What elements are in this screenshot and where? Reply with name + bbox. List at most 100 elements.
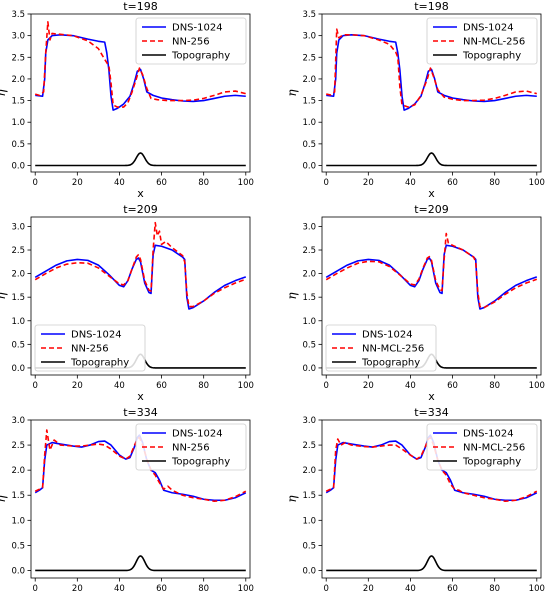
- x-tick-label: 60: [447, 584, 458, 594]
- x-tick-label: 80: [489, 584, 500, 594]
- x-tick-label: 20: [72, 584, 83, 594]
- series-line-topography: [326, 152, 537, 167]
- legend-box: [135, 423, 247, 471]
- y-axis-label: η: [285, 89, 299, 97]
- legend-label: NN-MCL-256: [362, 344, 424, 355]
- y-tick-label: 0.5: [302, 340, 316, 350]
- y-tick-label: 0.5: [11, 140, 25, 150]
- y-tick-label: 3.0: [302, 32, 316, 42]
- legend-label: DNS-1024: [463, 23, 514, 34]
- y-tick-label: 0.0: [302, 566, 316, 576]
- y-tick-label: 1.0: [11, 118, 25, 128]
- series-line-dns-1024: [326, 33, 537, 111]
- x-axis-label: x: [428, 593, 435, 597]
- y-tick-label: 0.5: [302, 140, 316, 150]
- x-tick-label: 20: [363, 381, 374, 391]
- chart-title: t=209: [123, 203, 158, 216]
- series-line-nn-256: [34, 20, 246, 108]
- legend-label: Topography: [361, 358, 420, 369]
- legend-label: NN-256: [71, 344, 109, 355]
- chart-title: t=334: [414, 406, 449, 419]
- legend-label: Topography: [171, 457, 230, 468]
- y-tick-label: 1.0: [302, 118, 316, 128]
- x-tick-label: 80: [198, 584, 209, 594]
- series-line-dns-1024: [34, 434, 247, 502]
- series-line-topography: [326, 555, 537, 572]
- x-tick-label: 20: [363, 178, 374, 188]
- series-group: [34, 429, 247, 572]
- x-tick-label: 40: [114, 381, 125, 391]
- legend: DNS-1024 NN-256 Topography: [135, 17, 247, 65]
- y-tick-label: 1.5: [302, 97, 316, 107]
- legend-label: NN-MCL-256: [463, 37, 525, 48]
- series-line-topography: [35, 555, 246, 572]
- series-line-dns-1024: [325, 244, 538, 310]
- series-group: [326, 28, 537, 167]
- y-tick-label: 0.0: [302, 162, 316, 172]
- legend-label: Topography: [70, 358, 129, 369]
- series-line-nn-256: [34, 221, 247, 308]
- legend: DNS-1024 NN-256 Topography: [34, 324, 146, 372]
- y-tick-label: 2.5: [302, 441, 316, 451]
- x-tick-label: 80: [489, 381, 500, 391]
- chart-panel-1: t=198 0 20 40 60 80 100 0.0 0.5 1.0 1.5 2.0 2.5 3.0 3.…: [0, 0, 254, 200]
- y-tick-label: 0.0: [11, 364, 25, 374]
- y-tick-label: 2.0: [11, 75, 25, 85]
- x-tick-label: 0: [324, 584, 329, 594]
- series-line-nn-mcl-256: [326, 28, 537, 108]
- y-tick-label: 3.0: [11, 32, 25, 42]
- x-tick-label: 100: [529, 178, 545, 188]
- chart-title: t=198: [123, 0, 158, 13]
- y-tick-label: 1.5: [302, 491, 316, 501]
- legend-label: DNS-1024: [71, 330, 122, 341]
- legend-label: Topography: [171, 51, 230, 62]
- x-tick-label: 40: [405, 381, 416, 391]
- legend-label: Topography: [462, 457, 521, 468]
- chart-title: t=334: [123, 406, 158, 419]
- x-tick-label: 20: [72, 178, 83, 188]
- y-tick-label: 1.5: [302, 293, 316, 303]
- legend: DNS-1024 NN-MCL-256 Topography: [426, 423, 538, 471]
- y-tick-label: 3.5: [302, 10, 316, 20]
- legend: DNS-1024 NN-256 Topography: [135, 423, 247, 471]
- series-line-nn-mcl-256: [325, 232, 538, 309]
- chart-panel-3: t=209 0 20 40 60 80 100 0.0 0.5 1.0 1.5 2.0 2.5 3.0 x η…: [0, 203, 254, 403]
- legend-label: DNS-1024: [172, 23, 223, 34]
- x-tick-label: 40: [405, 178, 416, 188]
- x-tick-label: 60: [156, 178, 167, 188]
- x-axis-label: x: [137, 187, 144, 200]
- y-tick-label: 2.5: [11, 53, 25, 63]
- y-tick-label: 3.0: [302, 416, 316, 426]
- y-tick-label: 1.0: [302, 516, 316, 526]
- y-axis-label: η: [285, 495, 299, 503]
- x-tick-label: 80: [198, 178, 209, 188]
- chart-panel-2: t=198 0 20 40 60 80 100 0.0 0.5 1.0 1.5 2.0 2.5 3.0 3.…: [285, 0, 545, 200]
- legend-label: NN-256: [172, 443, 210, 454]
- legend: DNS-1024 NN-MCL-256 Topography: [426, 17, 538, 65]
- legend-box: [325, 324, 437, 372]
- x-tick-label: 80: [198, 381, 209, 391]
- x-tick-label: 100: [529, 381, 545, 391]
- y-tick-label: 1.5: [11, 293, 25, 303]
- legend: DNS-1024 NN-MCL-256 Topography: [325, 324, 437, 372]
- series-group: [34, 20, 246, 167]
- series-line-topography: [35, 152, 246, 167]
- y-tick-label: 3.0: [11, 416, 25, 426]
- legend-box: [135, 17, 247, 65]
- y-tick-label: 0.5: [11, 541, 25, 551]
- y-tick-label: 3.5: [11, 10, 25, 20]
- y-tick-label: 3.0: [302, 222, 316, 232]
- series-line-nn-mcl-256: [325, 436, 538, 503]
- y-tick-label: 0.5: [302, 541, 316, 551]
- x-tick-label: 40: [114, 584, 125, 594]
- y-tick-label: 2.5: [11, 246, 25, 256]
- y-tick-label: 2.0: [302, 466, 316, 476]
- chart-panel-5: t=334 0 20 40 60 80 100 0.0 0.5 1.0 1.5 2.0 2.5 3.0 x η…: [0, 406, 254, 597]
- y-tick-label: 0.5: [11, 340, 25, 350]
- x-axis-label: x: [137, 390, 144, 403]
- y-tick-label: 2.5: [302, 53, 316, 63]
- x-tick-label: 20: [363, 584, 374, 594]
- y-tick-label: 1.0: [302, 317, 316, 327]
- y-tick-label: 1.5: [11, 97, 25, 107]
